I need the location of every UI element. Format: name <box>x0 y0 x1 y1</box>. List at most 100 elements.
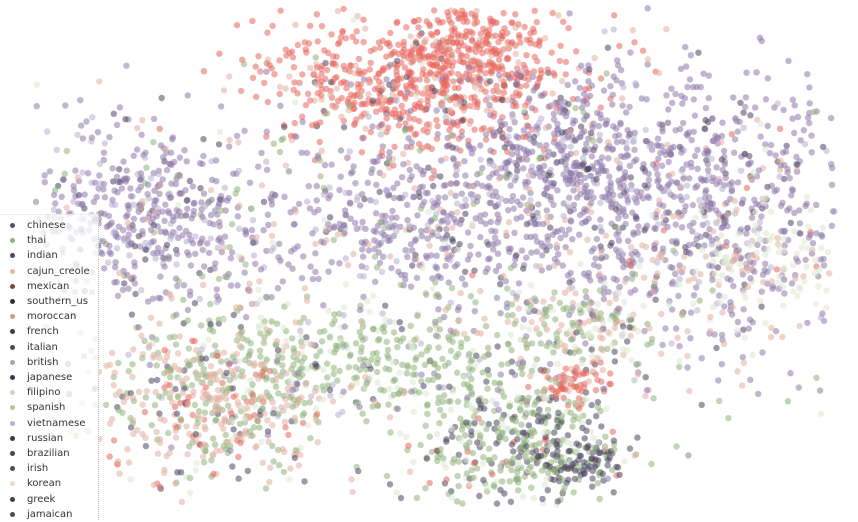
data-point <box>543 326 551 333</box>
data-point <box>417 340 425 347</box>
data-point <box>684 83 691 91</box>
data-point <box>343 79 350 87</box>
data-point <box>628 186 635 193</box>
data-point <box>630 229 637 236</box>
data-point <box>268 201 276 208</box>
data-point <box>634 371 642 378</box>
data-point <box>494 250 502 257</box>
data-point <box>607 197 614 204</box>
data-point <box>100 149 108 156</box>
data-point <box>820 262 828 269</box>
data-point <box>385 401 392 408</box>
data-point <box>621 278 629 285</box>
data-point <box>566 285 573 293</box>
data-point <box>528 104 536 112</box>
data-point <box>705 94 712 102</box>
data-point <box>435 54 442 61</box>
data-point <box>570 489 577 496</box>
data-point <box>555 409 562 416</box>
data-point <box>497 310 504 317</box>
data-point <box>817 410 825 417</box>
data-point <box>322 226 330 233</box>
data-point <box>135 187 142 194</box>
data-point <box>270 458 277 465</box>
data-point <box>605 288 612 296</box>
data-point <box>334 7 341 15</box>
data-point <box>235 139 242 146</box>
data-point <box>720 147 728 155</box>
data-point <box>333 74 340 81</box>
data-point <box>547 224 554 231</box>
data-point <box>541 35 549 42</box>
data-point <box>426 479 433 487</box>
data-point <box>534 388 541 396</box>
data-point <box>442 262 449 270</box>
data-point <box>130 201 137 208</box>
data-point <box>525 123 532 130</box>
data-point <box>388 264 395 272</box>
data-point <box>764 75 771 82</box>
data-point <box>419 70 426 78</box>
data-point <box>573 401 580 408</box>
data-point <box>728 311 736 318</box>
data-point <box>245 352 252 360</box>
data-point <box>796 220 804 227</box>
data-point <box>514 487 522 494</box>
data-point <box>558 158 565 165</box>
data-point <box>199 273 206 280</box>
data-point <box>660 187 667 195</box>
data-point <box>694 146 701 154</box>
data-point <box>293 356 301 364</box>
data-point <box>601 28 608 35</box>
data-point <box>418 60 426 67</box>
data-point <box>681 207 688 215</box>
data-point <box>74 174 82 181</box>
data-point <box>400 335 407 342</box>
data-point <box>315 275 322 283</box>
data-point <box>242 261 249 268</box>
data-point <box>366 308 373 315</box>
data-point <box>500 89 508 96</box>
data-point <box>202 355 210 362</box>
data-point <box>769 285 776 292</box>
data-point <box>554 423 561 431</box>
data-point <box>248 205 255 212</box>
data-point <box>109 196 116 204</box>
data-point <box>464 256 472 263</box>
data-point <box>347 215 354 222</box>
data-point <box>153 362 160 369</box>
data-point <box>211 342 219 349</box>
data-point <box>476 492 483 500</box>
data-point <box>236 434 244 442</box>
data-point <box>537 66 544 74</box>
data-point <box>286 49 293 57</box>
data-point <box>290 63 298 71</box>
data-point <box>789 187 796 194</box>
data-point <box>746 253 753 261</box>
data-point <box>411 131 418 138</box>
data-point <box>570 322 577 329</box>
data-point <box>549 9 556 17</box>
data-point <box>50 206 57 213</box>
data-point <box>369 165 376 173</box>
data-point <box>298 149 305 156</box>
data-point <box>718 132 726 140</box>
data-point <box>205 249 213 257</box>
data-point <box>604 475 611 482</box>
data-point <box>78 122 85 129</box>
data-point <box>550 110 557 118</box>
data-point <box>186 177 194 185</box>
data-point <box>375 249 382 256</box>
data-point <box>41 172 48 179</box>
data-point <box>261 79 268 87</box>
data-point <box>347 200 354 207</box>
data-point <box>420 168 427 175</box>
data-point <box>289 335 296 342</box>
data-point <box>407 33 414 40</box>
data-point <box>793 166 800 173</box>
data-point <box>802 256 809 263</box>
data-point <box>589 367 596 374</box>
data-point <box>162 228 169 235</box>
data-point <box>320 366 327 374</box>
data-point <box>781 276 788 283</box>
